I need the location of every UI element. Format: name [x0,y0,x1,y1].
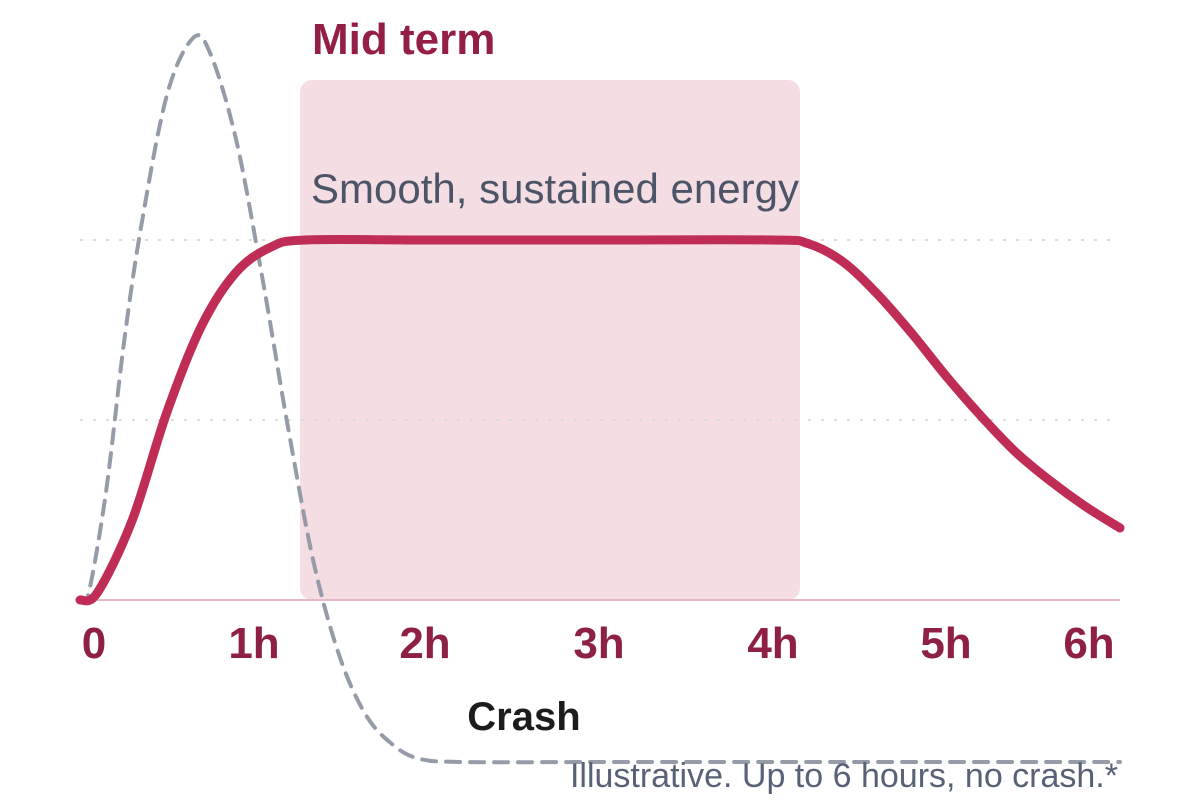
crash-series-label: Crash [467,695,580,739]
sustained-series-label: Smooth, sustained energy [311,165,799,212]
x-tick-label: 5h [920,619,971,668]
x-tick-label: 2h [399,619,450,668]
sustained-series-line [75,234,1125,606]
x-tick-label: 3h [573,619,624,668]
x-tick-label: 1h [228,619,279,668]
x-axis-ticks: 0 1h 2h 3h 4h 5h 6h [82,619,1115,668]
crash-series-line [78,33,1122,765]
x-tick-label: 4h [747,619,798,668]
mid-term-band [300,80,800,600]
x-tick-label: 0 [82,619,106,668]
chart-footnote: Illustrative. Up to 6 hours, no crash.* [570,757,1118,795]
mid-term-label: Mid term [312,15,495,64]
x-tick-label: 6h [1063,619,1114,668]
